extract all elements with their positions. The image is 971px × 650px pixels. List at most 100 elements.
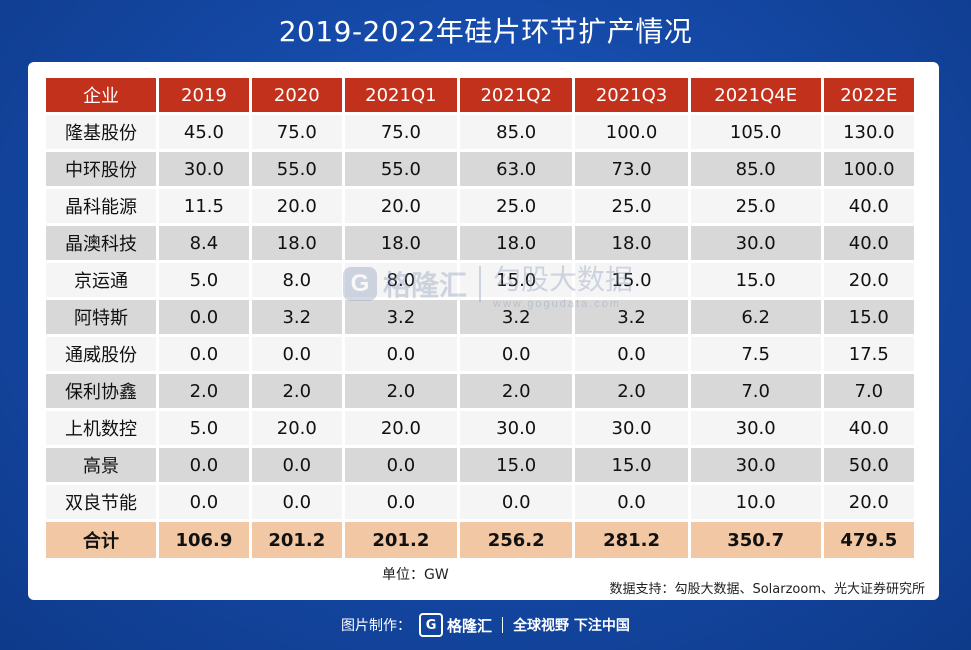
header-company: 企业 <box>46 78 159 115</box>
header-2021q2: 2021Q2 <box>460 78 576 115</box>
value-cell: 20.0 <box>251 411 345 448</box>
header-2020: 2020 <box>251 78 345 115</box>
footer-made-by: 图片制作： <box>341 618 412 634</box>
value-cell: 63.0 <box>460 152 576 189</box>
header-2021q4e: 2021Q4E <box>690 78 824 115</box>
company-cell: 京运通 <box>46 263 159 300</box>
value-cell: 100.0 <box>575 115 691 152</box>
value-cell: 5.0 <box>159 263 252 300</box>
table-header-row: 企业 2019 2020 2021Q1 2021Q2 2021Q3 2021Q4… <box>46 78 917 115</box>
table-card: 企业 2019 2020 2021Q1 2021Q2 2021Q3 2021Q4… <box>28 62 939 600</box>
company-cell: 晶科能源 <box>46 189 159 226</box>
company-cell: 通威股份 <box>46 337 159 374</box>
company-cell: 保利协鑫 <box>46 374 159 411</box>
value-cell: 8.0 <box>344 263 461 300</box>
page-title: 2019-2022年硅片环节扩产情况 <box>278 15 693 48</box>
total-value-cell: 256.2 <box>460 522 576 561</box>
table-row: 通威股份 0.0 0.0 0.0 0.0 0.0 7.5 17.5 <box>46 337 917 374</box>
table-row: 京运通 5.0 8.0 8.0 15.0 15.0 15.0 20.0 <box>46 263 917 300</box>
table-row: 中环股份 30.0 55.0 55.0 63.0 73.0 85.0 100.0 <box>46 152 917 189</box>
footer-brand: 格隆汇 <box>447 616 493 635</box>
total-value-cell: 350.7 <box>690 522 824 561</box>
footer: 图片制作： G 格隆汇 全球视野 下注中国 <box>0 612 971 638</box>
value-cell: 15.0 <box>575 448 691 485</box>
header-2021q3: 2021Q3 <box>575 78 691 115</box>
value-cell: 40.0 <box>823 411 917 448</box>
value-cell: 3.2 <box>344 300 461 337</box>
table-body: 隆基股份 45.0 75.0 75.0 85.0 100.0 105.0 130.0 中环股份 3… <box>46 115 917 561</box>
capacity-table: 企业 2019 2020 2021Q1 2021Q2 2021Q3 2021Q4… <box>46 78 917 561</box>
value-cell: 5.0 <box>159 411 252 448</box>
value-cell: 0.0 <box>159 337 252 374</box>
total-value-cell: 479.5 <box>823 522 917 561</box>
table-row: 双良节能 0.0 0.0 0.0 0.0 0.0 10.0 20.0 <box>46 485 917 522</box>
total-row: 合计 106.9 201.2 201.2 256.2 281.2 350.7 479.5 <box>46 522 917 561</box>
value-cell: 2.0 <box>159 374 252 411</box>
value-cell: 73.0 <box>575 152 691 189</box>
header-2022e: 2022E <box>823 78 917 115</box>
unit-label: 单位：GW <box>382 567 449 583</box>
value-cell: 20.0 <box>823 263 917 300</box>
total-label-cell: 合计 <box>46 522 159 561</box>
value-cell: 50.0 <box>823 448 917 485</box>
value-cell: 105.0 <box>690 115 824 152</box>
value-cell: 30.0 <box>690 411 824 448</box>
value-cell: 0.0 <box>159 448 252 485</box>
table-row: 上机数控 5.0 20.0 20.0 30.0 30.0 30.0 40.0 <box>46 411 917 448</box>
total-value-cell: 106.9 <box>159 522 252 561</box>
value-cell: 30.0 <box>575 411 691 448</box>
company-cell: 隆基股份 <box>46 115 159 152</box>
value-cell: 7.0 <box>690 374 824 411</box>
value-cell: 30.0 <box>460 411 576 448</box>
value-cell: 0.0 <box>575 337 691 374</box>
source-note: 数据支持：勾股大数据、Solarzoom、光大证券研究所 <box>609 582 925 597</box>
value-cell: 0.0 <box>159 485 252 522</box>
value-cell: 18.0 <box>460 226 576 263</box>
value-cell: 7.5 <box>690 337 824 374</box>
value-cell: 15.0 <box>823 300 917 337</box>
value-cell: 8.4 <box>159 226 252 263</box>
company-cell: 双良节能 <box>46 485 159 522</box>
total-value-cell: 201.2 <box>344 522 461 561</box>
value-cell: 2.0 <box>575 374 691 411</box>
value-cell: 0.0 <box>344 337 461 374</box>
value-cell: 20.0 <box>344 411 461 448</box>
value-cell: 18.0 <box>344 226 461 263</box>
footer-logo-icon: G <box>419 613 444 637</box>
value-cell: 6.2 <box>690 300 824 337</box>
value-cell: 0.0 <box>344 448 461 485</box>
value-cell: 25.0 <box>575 189 691 226</box>
value-cell: 0.0 <box>460 485 576 522</box>
value-cell: 40.0 <box>823 226 917 263</box>
value-cell: 20.0 <box>344 189 461 226</box>
value-cell: 2.0 <box>344 374 461 411</box>
footer-slogan: 全球视野 下注中国 <box>513 618 630 634</box>
value-cell: 3.2 <box>460 300 576 337</box>
value-cell: 0.0 <box>251 448 345 485</box>
value-cell: 0.0 <box>344 485 461 522</box>
value-cell: 2.0 <box>251 374 345 411</box>
value-cell: 75.0 <box>251 115 345 152</box>
value-cell: 30.0 <box>159 152 252 189</box>
company-cell: 高景 <box>46 448 159 485</box>
value-cell: 15.0 <box>460 448 576 485</box>
value-cell: 0.0 <box>251 337 345 374</box>
value-cell: 18.0 <box>575 226 691 263</box>
value-cell: 17.5 <box>823 337 917 374</box>
table-row: 晶澳科技 8.4 18.0 18.0 18.0 18.0 30.0 40.0 <box>46 226 917 263</box>
table-row: 隆基股份 45.0 75.0 75.0 85.0 100.0 105.0 130.0 <box>46 115 917 152</box>
value-cell: 0.0 <box>575 485 691 522</box>
header-2019: 2019 <box>159 78 252 115</box>
company-cell: 中环股份 <box>46 152 159 189</box>
value-cell: 25.0 <box>690 189 824 226</box>
value-cell: 0.0 <box>159 300 252 337</box>
value-cell: 30.0 <box>690 226 824 263</box>
value-cell: 8.0 <box>251 263 345 300</box>
value-cell: 0.0 <box>251 485 345 522</box>
value-cell: 130.0 <box>823 115 917 152</box>
value-cell: 75.0 <box>344 115 461 152</box>
value-cell: 100.0 <box>823 152 917 189</box>
value-cell: 2.0 <box>460 374 576 411</box>
company-cell: 晶澳科技 <box>46 226 159 263</box>
table-row: 晶科能源 11.5 20.0 20.0 25.0 25.0 25.0 40.0 <box>46 189 917 226</box>
